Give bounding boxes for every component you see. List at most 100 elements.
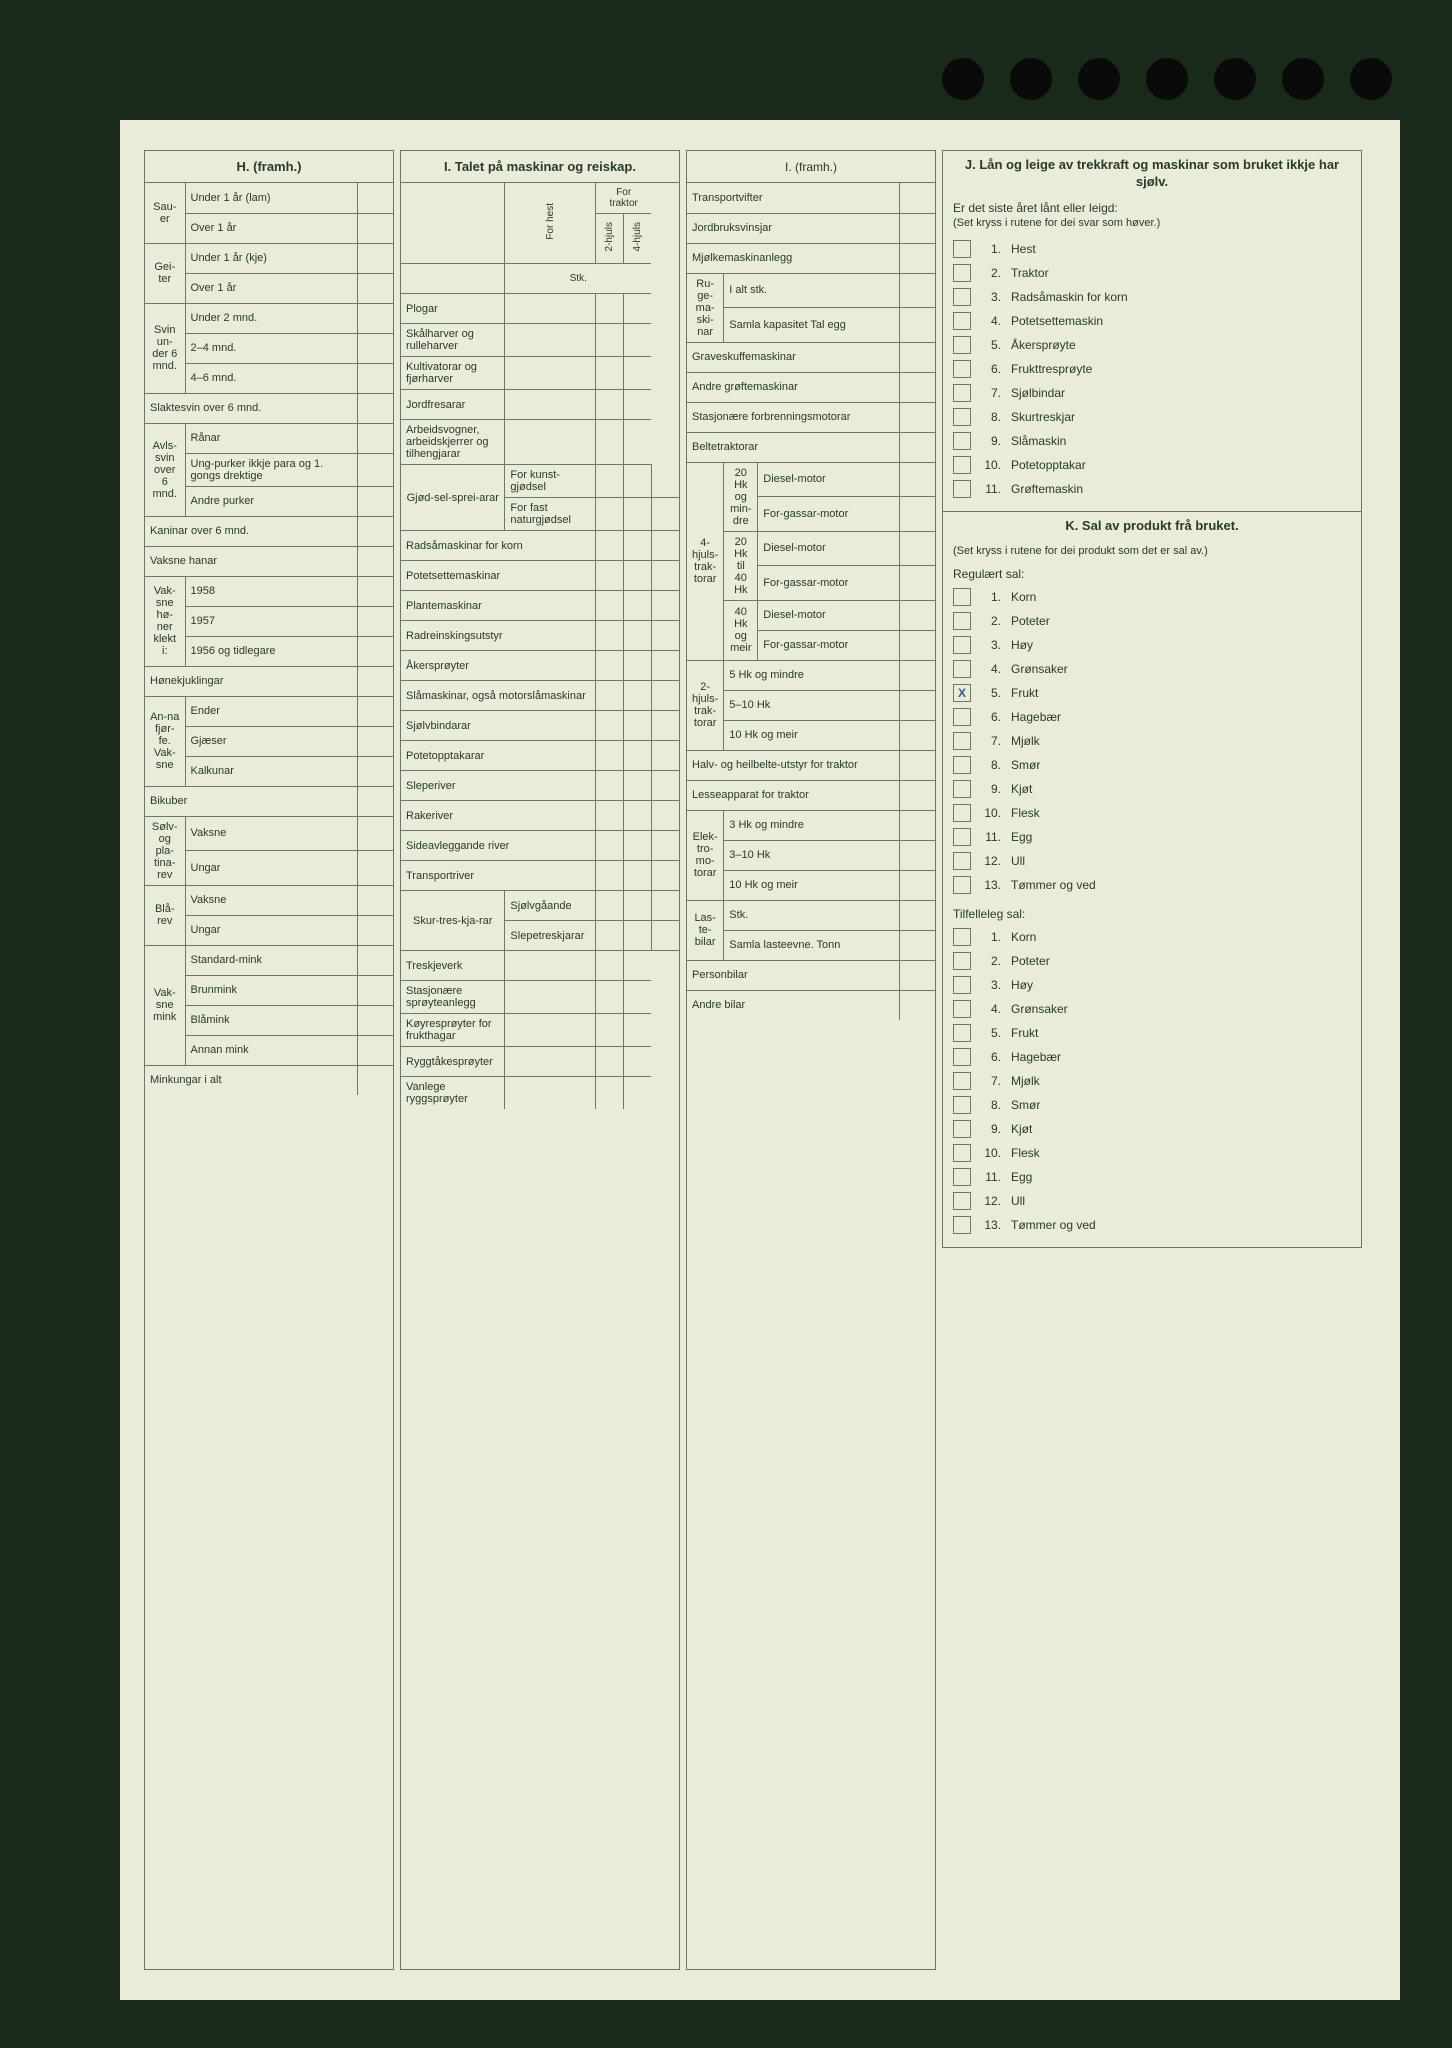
i1-input[interactable]	[596, 420, 624, 465]
i1-input[interactable]	[505, 390, 596, 420]
h-input[interactable]	[357, 915, 393, 945]
h-input[interactable]	[357, 945, 393, 975]
i1-input[interactable]	[623, 891, 651, 921]
i1-input[interactable]	[596, 681, 624, 711]
i2-input[interactable]	[899, 870, 935, 900]
i1-input[interactable]	[596, 711, 624, 741]
i2-input[interactable]	[899, 308, 935, 343]
i1-input[interactable]	[505, 1047, 596, 1077]
h-input[interactable]	[357, 363, 393, 393]
i1-input[interactable]	[596, 294, 624, 324]
i2-input[interactable]	[899, 183, 935, 213]
k-checkbox[interactable]	[953, 1048, 971, 1066]
h-input[interactable]	[357, 1005, 393, 1035]
i2-input[interactable]	[899, 243, 935, 273]
h-input[interactable]	[357, 636, 393, 666]
h-input[interactable]	[357, 726, 393, 756]
i2-input[interactable]	[899, 840, 935, 870]
h-input[interactable]	[357, 851, 393, 886]
i1-input[interactable]	[596, 498, 624, 531]
i1-input[interactable]	[505, 1077, 596, 1110]
k-checkbox[interactable]	[953, 612, 971, 630]
i1-input[interactable]	[596, 621, 624, 651]
i1-input[interactable]	[596, 591, 624, 621]
i1-input[interactable]	[623, 531, 651, 561]
h-input[interactable]	[357, 243, 393, 273]
i2-input[interactable]	[899, 660, 935, 690]
k-checkbox[interactable]	[953, 828, 971, 846]
i1-input[interactable]	[651, 921, 679, 951]
i2-input[interactable]	[899, 402, 935, 432]
h-input[interactable]	[357, 546, 393, 576]
i1-input[interactable]	[623, 621, 651, 651]
i2-input[interactable]	[899, 531, 935, 566]
i2-input[interactable]	[899, 273, 935, 308]
i1-input[interactable]	[623, 921, 651, 951]
h-input[interactable]	[357, 516, 393, 546]
j-checkbox[interactable]	[953, 408, 971, 426]
i1-input[interactable]	[623, 591, 651, 621]
k-checkbox[interactable]	[953, 708, 971, 726]
i2-input[interactable]	[899, 810, 935, 840]
i1-input[interactable]	[505, 357, 596, 390]
i1-input[interactable]	[596, 951, 624, 981]
i1-input[interactable]	[651, 621, 679, 651]
i1-input[interactable]	[623, 294, 651, 324]
i1-input[interactable]	[596, 741, 624, 771]
i1-input[interactable]	[623, 681, 651, 711]
k-checkbox[interactable]	[953, 660, 971, 678]
i1-input[interactable]	[623, 711, 651, 741]
i1-input[interactable]	[505, 324, 596, 357]
h-input[interactable]	[357, 576, 393, 606]
k-checkbox[interactable]	[953, 1096, 971, 1114]
i1-input[interactable]	[505, 981, 596, 1014]
h-input[interactable]	[357, 453, 393, 486]
i2-input[interactable]	[899, 566, 935, 601]
i1-input[interactable]	[596, 1077, 624, 1110]
k-checkbox[interactable]	[953, 976, 971, 994]
i2-input[interactable]	[899, 690, 935, 720]
i1-input[interactable]	[651, 741, 679, 771]
i1-input[interactable]	[651, 651, 679, 681]
h-input[interactable]	[357, 885, 393, 915]
i1-input[interactable]	[623, 651, 651, 681]
i1-input[interactable]	[651, 681, 679, 711]
k-checkbox[interactable]	[953, 1192, 971, 1210]
k-checkbox[interactable]	[953, 636, 971, 654]
i1-input[interactable]	[623, 741, 651, 771]
h-input[interactable]	[357, 1035, 393, 1065]
k-checkbox[interactable]	[953, 1120, 971, 1138]
i2-input[interactable]	[899, 372, 935, 402]
i1-input[interactable]	[623, 801, 651, 831]
i1-input[interactable]	[651, 831, 679, 861]
i2-input[interactable]	[899, 342, 935, 372]
i2-input[interactable]	[899, 750, 935, 780]
k-checkbox[interactable]	[953, 804, 971, 822]
i1-input[interactable]	[505, 951, 596, 981]
k-checkbox[interactable]	[953, 1024, 971, 1042]
i1-input[interactable]	[623, 324, 651, 357]
i1-input[interactable]	[651, 771, 679, 801]
i2-input[interactable]	[899, 213, 935, 243]
i1-input[interactable]	[596, 861, 624, 891]
i1-input[interactable]	[651, 861, 679, 891]
h-input[interactable]	[357, 756, 393, 786]
k-checkbox[interactable]	[953, 1000, 971, 1018]
i1-input[interactable]	[651, 711, 679, 741]
i1-input[interactable]	[596, 651, 624, 681]
k-checkbox[interactable]	[953, 1216, 971, 1234]
j-checkbox[interactable]	[953, 288, 971, 306]
i1-input[interactable]	[596, 1014, 624, 1047]
i1-input[interactable]	[623, 390, 651, 420]
h-input[interactable]	[357, 303, 393, 333]
i1-input[interactable]	[596, 324, 624, 357]
i1-input[interactable]	[505, 420, 596, 465]
i1-input[interactable]	[651, 591, 679, 621]
h-input[interactable]	[357, 213, 393, 243]
i1-input[interactable]	[623, 498, 651, 531]
k-checkbox[interactable]	[953, 1072, 971, 1090]
i1-input[interactable]	[623, 561, 651, 591]
h-input[interactable]	[357, 273, 393, 303]
h-input[interactable]	[357, 183, 393, 213]
h-input[interactable]	[357, 786, 393, 816]
